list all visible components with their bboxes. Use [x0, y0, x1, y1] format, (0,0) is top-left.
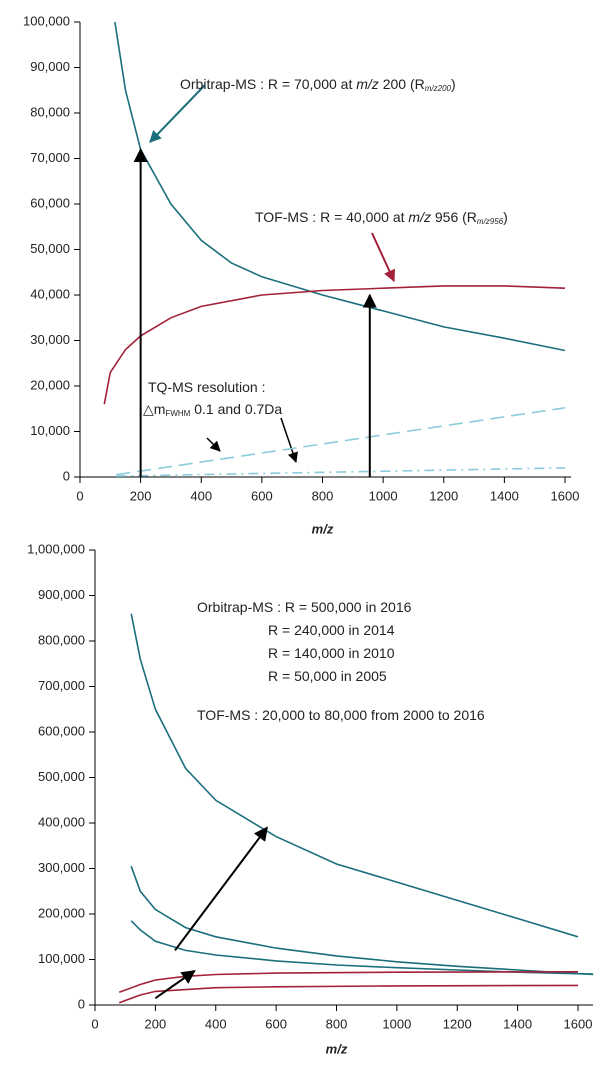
y-tick-label: 100,000 — [23, 13, 70, 28]
annotation: R = 240,000 in 2014 — [268, 622, 395, 638]
x-axis-label: m/z — [326, 1041, 348, 1056]
annotation-part: FWHM — [165, 409, 190, 418]
y-tick-label: 30,000 — [30, 332, 70, 347]
annotation-part: △m — [143, 401, 165, 417]
annotation-part: TOF-MS : R = 40,000 at — [255, 209, 408, 225]
x-tick-label: 600 — [265, 1016, 287, 1031]
annotation-part: 200 (R — [379, 76, 425, 92]
line-series — [103, 285, 566, 405]
line-series — [130, 865, 594, 976]
pointer-arrow — [280, 417, 298, 463]
y-tick-label: 80,000 — [30, 104, 70, 119]
y-tick-label: 800,000 — [38, 632, 85, 647]
line-series — [114, 21, 566, 352]
annotation: R = 140,000 in 2010 — [268, 645, 395, 661]
annotation-part: R = 140,000 in 2010 — [268, 645, 395, 661]
x-tick-label: 1400 — [503, 1016, 532, 1031]
x-tick-label: 600 — [251, 488, 273, 503]
annotation-part: Orbitrap-MS : R = 500,000 in 2016 — [197, 599, 412, 615]
x-tick-label: 1400 — [490, 488, 519, 503]
y-tick-label: 900,000 — [38, 587, 85, 602]
annotation-part: R = 240,000 in 2014 — [268, 622, 395, 638]
y-tick-label: 40,000 — [30, 286, 70, 301]
y-tick-label: 300,000 — [38, 860, 85, 875]
y-tick-label: 600,000 — [38, 723, 85, 738]
annotation: TQ-MS resolution : — [148, 379, 265, 395]
annotation-part: m/z — [356, 76, 379, 92]
line-series — [118, 971, 579, 994]
y-tick-label: 20,000 — [30, 377, 70, 392]
pointer-arrow — [149, 84, 206, 143]
x-tick-label: 800 — [326, 1016, 348, 1031]
annotation: TOF-MS : R = 40,000 at m/z 956 (Rm/z956) — [255, 209, 508, 226]
line-series — [116, 467, 566, 477]
annotation: R = 50,000 in 2005 — [268, 668, 387, 684]
y-tick-label: 700,000 — [38, 678, 85, 693]
x-tick-label: 200 — [130, 488, 152, 503]
x-tick-label: 200 — [145, 1016, 167, 1031]
annotation-part: ) — [503, 209, 508, 225]
x-tick-label: 400 — [190, 488, 212, 503]
annotation-part: m/z956 — [477, 217, 504, 226]
annotation-part: 956 (R — [431, 209, 477, 225]
line-series — [116, 407, 566, 476]
pointer-arrow — [371, 232, 395, 283]
x-tick-label: 400 — [205, 1016, 227, 1031]
annotation-part: ) — [451, 76, 456, 92]
y-tick-label: 100,000 — [38, 951, 85, 966]
y-tick-label: 60,000 — [30, 195, 70, 210]
annotation-part: m/z — [408, 209, 431, 225]
annotation-part: TQ-MS resolution : — [148, 379, 265, 395]
annotation-part: m/z200 — [425, 84, 452, 93]
arrow — [154, 970, 196, 999]
line-series — [130, 613, 579, 938]
annotation-part: R = 50,000 in 2005 — [268, 668, 387, 684]
x-tick-label: 1600 — [551, 488, 580, 503]
x-tick-label: 1200 — [443, 1016, 472, 1031]
x-tick-label: 1000 — [382, 1016, 411, 1031]
y-tick-label: 10,000 — [30, 423, 70, 438]
x-tick-label: 1000 — [369, 488, 398, 503]
y-tick-label: 400,000 — [38, 814, 85, 829]
x-tick-label: 1600 — [564, 1016, 593, 1031]
annotation-part: Orbitrap-MS : R = 70,000 at — [180, 76, 356, 92]
y-tick-label: 1,000,000 — [27, 541, 85, 556]
line-series — [130, 920, 594, 975]
annotation: Orbitrap-MS : R = 70,000 at m/z 200 (Rm/… — [180, 76, 456, 93]
y-tick-label: 200,000 — [38, 905, 85, 920]
annotation: Orbitrap-MS : R = 500,000 in 2016 — [197, 599, 412, 615]
y-tick-label: 0 — [78, 996, 85, 1011]
y-tick-label: 70,000 — [30, 150, 70, 165]
x-tick-label: 800 — [312, 488, 334, 503]
line-series — [118, 984, 579, 1004]
x-tick-label: 0 — [91, 1016, 98, 1031]
x-axis-label: m/z — [312, 521, 334, 536]
y-tick-label: 0 — [63, 468, 70, 483]
arrow — [174, 826, 268, 951]
annotation: TOF-MS : 20,000 to 80,000 from 2000 to 2… — [197, 707, 485, 723]
annotation: △mFWHM 0.1 and 0.7Da — [143, 401, 282, 418]
x-tick-label: 0 — [76, 488, 83, 503]
y-tick-label: 90,000 — [30, 59, 70, 74]
annotation-part: TOF-MS : 20,000 to 80,000 from 2000 to 2… — [197, 707, 485, 723]
y-tick-label: 500,000 — [38, 769, 85, 784]
y-tick-label: 50,000 — [30, 241, 70, 256]
pointer-arrow — [206, 437, 221, 452]
x-tick-label: 1200 — [429, 488, 458, 503]
annotation-part: 0.1 and 0.7Da — [190, 401, 282, 417]
